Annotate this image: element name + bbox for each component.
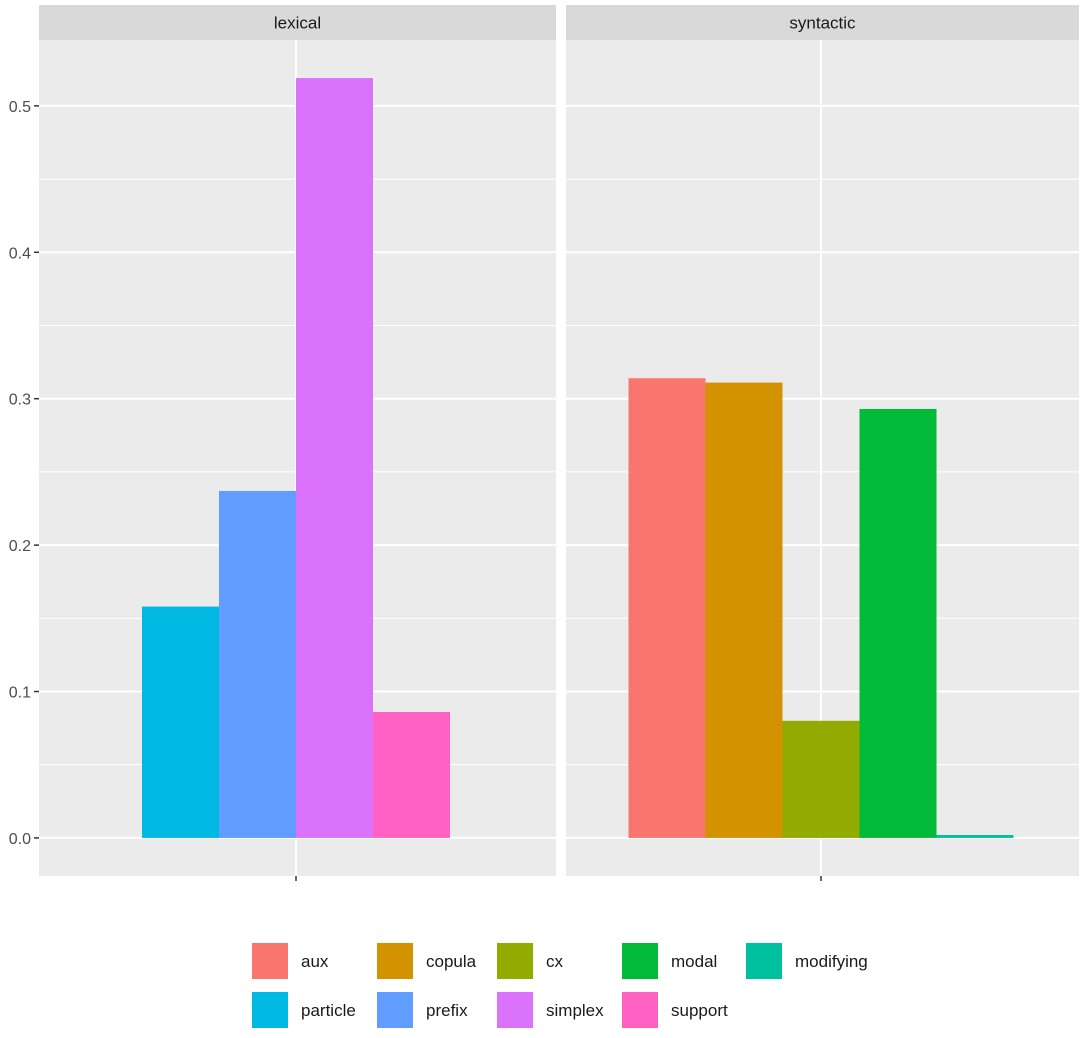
legend-key-copula <box>377 943 413 979</box>
legend-label-simplex: simplex <box>546 1001 604 1020</box>
legend-key-support <box>622 992 658 1028</box>
bar-syntactic-aux <box>628 378 706 838</box>
bar-lexical-particle <box>142 606 219 838</box>
bar-syntactic-cx <box>782 720 860 838</box>
legend-label-aux: aux <box>301 952 329 971</box>
legend-label-particle: particle <box>301 1001 356 1020</box>
bar-lexical-prefix <box>219 490 296 838</box>
legend-key-modifying <box>746 943 782 979</box>
y-tick-label: 0.2 <box>9 538 31 555</box>
bar-syntactic-copula <box>705 382 783 838</box>
legend-label-cx: cx <box>546 952 564 971</box>
legend-key-aux <box>252 943 288 979</box>
legend-key-modal <box>622 943 658 979</box>
facet-strip-lexical <box>39 5 556 40</box>
legend-key-particle <box>252 992 288 1028</box>
legend-label-modifying: modifying <box>795 952 868 971</box>
legend-key-cx <box>497 943 533 979</box>
y-tick-label: 0.3 <box>9 392 31 409</box>
bar-syntactic-modal <box>859 408 937 838</box>
facet-label-lexical: lexical <box>274 14 321 33</box>
bar-lexical-simplex <box>296 78 373 838</box>
legend-label-support: support <box>671 1001 728 1020</box>
bar-lexical-support <box>373 712 450 838</box>
legend-key-prefix <box>377 992 413 1028</box>
y-tick-label: 0.1 <box>9 685 31 702</box>
y-tick-label: 0.5 <box>9 99 31 116</box>
facet-strip-syntactic <box>566 5 1079 40</box>
legend-label-prefix: prefix <box>426 1001 468 1020</box>
legend-key-simplex <box>497 992 533 1028</box>
y-tick-label: 0.4 <box>9 245 31 262</box>
bar-syntactic-modifying <box>936 835 1014 838</box>
y-tick-label: 0.0 <box>9 831 31 848</box>
legend-label-copula: copula <box>426 952 477 971</box>
facet-label-syntactic: syntactic <box>789 14 856 33</box>
legend-label-modal: modal <box>671 952 717 971</box>
